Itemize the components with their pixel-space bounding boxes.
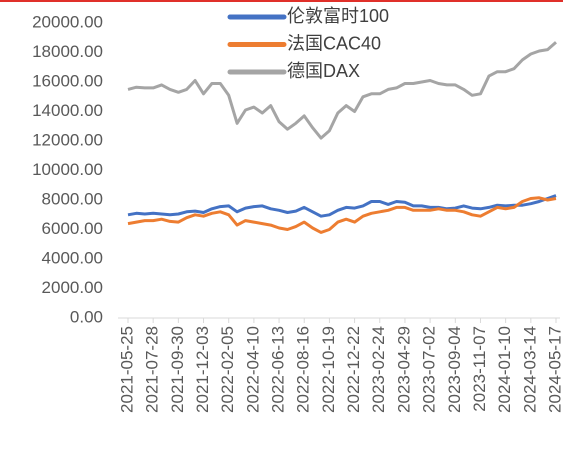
x-tick-label: 2022-04-10 bbox=[243, 326, 262, 413]
y-tick-label: 2000.00 bbox=[42, 278, 103, 297]
x-tick-label: 2023-09-04 bbox=[445, 326, 464, 413]
x-tick-label: 2024-01-10 bbox=[495, 326, 514, 413]
y-tick-label: 8000.00 bbox=[42, 189, 103, 208]
y-tick-label: 10000.00 bbox=[32, 160, 103, 179]
y-tick-label: 6000.00 bbox=[42, 219, 103, 238]
x-tick-label: 2021-09-30 bbox=[168, 326, 187, 413]
series-line bbox=[127, 41, 557, 140]
x-tick-label: 2022-12-22 bbox=[344, 326, 363, 413]
x-tick-label: 2023-04-29 bbox=[394, 326, 413, 413]
legend-label: 德国DAX bbox=[287, 61, 360, 81]
x-tick-label: 2021-05-25 bbox=[117, 326, 136, 413]
y-tick-label: 0.00 bbox=[70, 307, 103, 326]
x-tick-label: 2024-03-14 bbox=[520, 326, 539, 413]
x-tick-label: 2023-02-24 bbox=[369, 326, 388, 413]
x-tick-label: 2021-07-28 bbox=[143, 326, 162, 413]
x-tick-label: 2023-07-02 bbox=[420, 326, 439, 413]
x-tick-label: 2022-10-19 bbox=[319, 326, 338, 413]
x-tick-label: 2021-12-03 bbox=[193, 326, 212, 413]
y-tick-label: 14000.00 bbox=[32, 101, 103, 120]
x-tick-label: 2024-05-17 bbox=[545, 326, 563, 413]
series-line bbox=[127, 196, 557, 234]
series-line bbox=[127, 194, 557, 218]
y-tick-label: 4000.00 bbox=[42, 248, 103, 267]
x-tick-label: 2022-06-13 bbox=[269, 326, 288, 413]
x-tick-label: 2022-02-05 bbox=[218, 326, 237, 413]
x-tick-label: 2023-11-07 bbox=[470, 326, 489, 412]
x-tick-label: 2022-08-16 bbox=[294, 326, 313, 413]
y-tick-label: 18000.00 bbox=[32, 42, 103, 61]
legend-label: 法国CAC40 bbox=[287, 33, 381, 53]
y-tick-label: 20000.00 bbox=[32, 12, 103, 31]
y-tick-label: 12000.00 bbox=[32, 130, 103, 149]
legend-label: 伦敦富时100 bbox=[287, 6, 389, 26]
y-tick-label: 16000.00 bbox=[32, 71, 103, 90]
